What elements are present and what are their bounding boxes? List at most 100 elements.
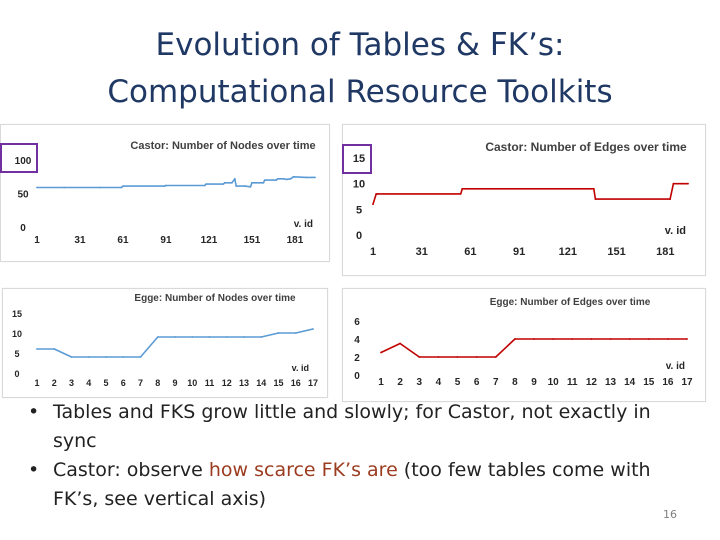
x-tick-label: 14 — [624, 377, 636, 388]
data-point — [672, 182, 675, 185]
x-tick-label: 16 — [291, 378, 301, 388]
x-tick-label: 12 — [222, 378, 232, 388]
y-tick-label: 0 — [354, 371, 360, 382]
page-number: 16 — [663, 508, 677, 521]
bullet-text: Tables and FKS grow little and slowly; f… — [53, 401, 651, 452]
data-point — [163, 185, 166, 187]
data-point — [377, 193, 379, 195]
series-line — [372, 182, 688, 205]
data-point — [514, 338, 516, 340]
data-point — [372, 203, 374, 206]
y-tick-label: 15 — [353, 153, 365, 165]
chart-title: Castor: Number of Edges over time — [485, 140, 687, 154]
x-tick-label: 9 — [531, 377, 537, 388]
data-point — [243, 336, 245, 338]
x-tick-label: 31 — [74, 235, 86, 246]
x-tick-label: 13 — [239, 378, 249, 388]
data-point — [590, 338, 593, 340]
bullet-text: Castor: observe — [53, 459, 209, 481]
data-point — [139, 356, 142, 358]
data-point — [122, 356, 125, 358]
chart-title: Egge: Number of Edges over time — [490, 297, 651, 308]
x-tick-label: 10 — [548, 377, 560, 388]
data-point — [686, 338, 688, 340]
data-point — [461, 187, 464, 190]
data-point — [687, 182, 689, 185]
y-tick-label: 4 — [354, 335, 360, 346]
x-tick-label: 1 — [370, 246, 376, 258]
y-tick-label: 0 — [14, 369, 19, 379]
x-tick-label: 2 — [397, 377, 403, 388]
x-tick-label: 4 — [86, 378, 91, 388]
data-point — [120, 186, 123, 189]
data-point — [594, 198, 597, 200]
x-tick-label: 8 — [155, 378, 160, 388]
data-point — [669, 198, 671, 200]
x-tick-label: 9 — [172, 378, 177, 388]
y-tick-label: 0 — [20, 223, 26, 234]
slide-title: Evolution of Tables & FK’s: Computationa… — [0, 22, 720, 116]
x-tick-label: 61 — [464, 246, 476, 258]
data-point — [208, 336, 211, 338]
x-tick-label: 11 — [567, 377, 578, 388]
x-axis-label: v. id — [666, 361, 685, 372]
bullet-text: (too few tables come with FK’s, see vert… — [53, 459, 651, 510]
data-point — [231, 181, 233, 184]
x-axis-label: v. id — [294, 219, 313, 230]
data-point — [628, 338, 631, 340]
x-axis-label: v. id — [665, 225, 686, 237]
y-tick-label: 100 — [15, 156, 32, 167]
data-point — [289, 177, 292, 180]
data-point — [203, 184, 206, 187]
x-tick-label: 151 — [607, 246, 625, 258]
x-tick-label: 5 — [455, 377, 461, 388]
x-tick-label: 121 — [559, 246, 577, 258]
x-tick-label: 5 — [103, 378, 108, 388]
x-tick-label: 3 — [416, 377, 422, 388]
data-point — [63, 186, 66, 189]
data-point — [305, 176, 308, 179]
data-point — [122, 185, 124, 187]
data-point — [456, 356, 459, 358]
highlight-box — [0, 143, 38, 173]
x-tick-label: 31 — [416, 246, 428, 258]
x-tick-label: 2 — [52, 378, 57, 388]
data-point — [285, 178, 288, 181]
x-tick-label: 6 — [474, 377, 480, 388]
egge-edges-chart: Egge: Number of Edges over time 6 4 2 0 1 2 3 4 5… — [342, 288, 706, 402]
x-tick-label: 151 — [244, 235, 261, 246]
x-tick-label: 11 — [205, 378, 215, 388]
x-tick-label: 8 — [512, 377, 518, 388]
data-point — [276, 177, 279, 180]
x-tick-label: 6 — [121, 378, 126, 388]
data-point — [314, 176, 316, 179]
highlight-box — [342, 144, 372, 174]
x-tick-label: 10 — [187, 378, 197, 388]
egge-nodes-chart: Egge: Number of Nodes over time 15 10 5 0 1 2 3… — [2, 288, 328, 398]
bullet-item: • Tables and FKS grow little and slowly;… — [28, 398, 678, 456]
data-point — [609, 338, 612, 340]
data-point — [552, 338, 554, 340]
data-point — [294, 332, 297, 334]
series-line — [380, 338, 687, 358]
data-point — [667, 338, 669, 340]
data-point — [647, 338, 650, 340]
data-point — [380, 351, 382, 354]
data-point — [437, 356, 440, 358]
x-tick-label: 12 — [586, 377, 598, 388]
data-point — [243, 185, 246, 187]
y-tick-label: 50 — [17, 190, 29, 201]
data-point — [260, 336, 263, 338]
x-tick-label: 16 — [662, 377, 674, 388]
data-point — [292, 175, 295, 178]
data-point — [592, 187, 595, 190]
bullet-dot: • — [28, 401, 40, 423]
data-point — [418, 356, 421, 358]
y-tick-label: 10 — [12, 329, 22, 339]
data-point — [312, 328, 314, 330]
data-point — [174, 336, 176, 338]
bullet-item: • Castor: observe how scarce FK’s are (t… — [28, 456, 678, 514]
data-point — [277, 332, 280, 334]
